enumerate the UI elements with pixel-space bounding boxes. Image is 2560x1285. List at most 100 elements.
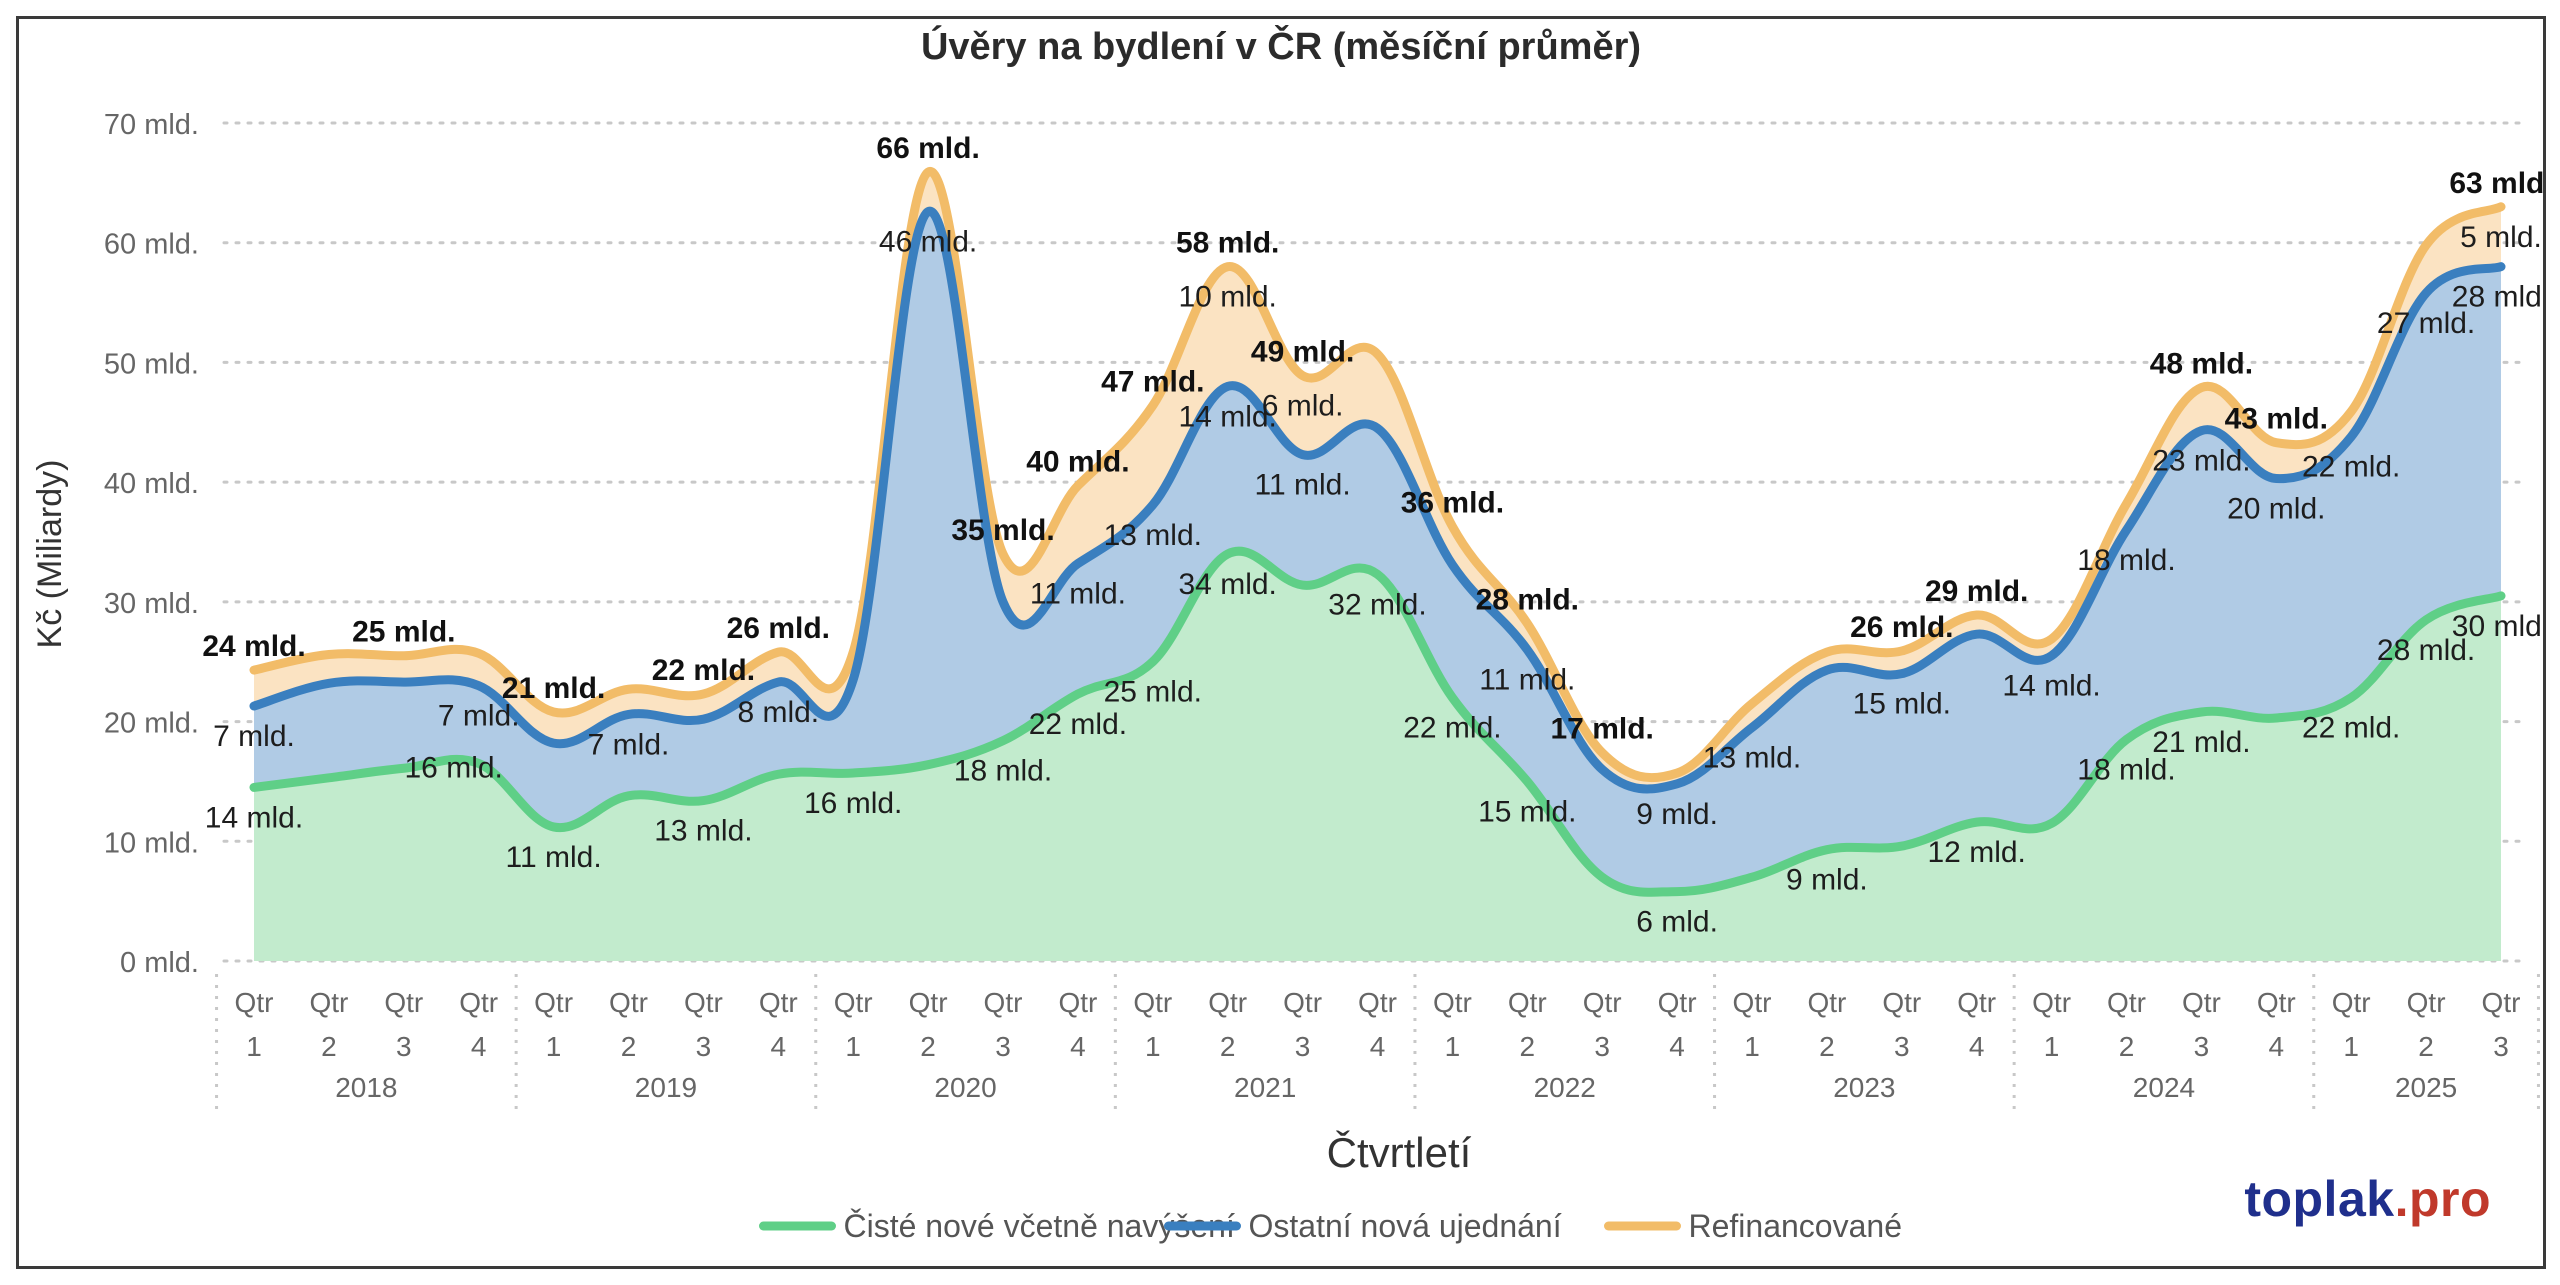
x-tick-label-quarter: 2 <box>1220 1031 1236 1062</box>
data-label: 10 mld. <box>1179 281 1277 314</box>
total-label: 26 mld. <box>1850 611 1953 644</box>
x-tick-label-quarter: 1 <box>246 1031 262 1062</box>
data-label: 5 mld. <box>2460 221 2542 254</box>
x-tick-label-qtr: Qtr <box>1508 987 1547 1018</box>
x-year-label: 2022 <box>1534 1072 1596 1103</box>
x-tick-label-qtr: Qtr <box>1583 987 1622 1018</box>
x-tick-label-quarter: 3 <box>1594 1031 1610 1062</box>
x-tick-label-qtr: Qtr <box>2482 987 2521 1018</box>
data-label: 28 mld. <box>2452 281 2543 314</box>
x-tick-label-qtr: Qtr <box>2107 987 2146 1018</box>
total-label: 22 mld. <box>652 654 755 687</box>
x-tick-label-quarter: 4 <box>1070 1031 1086 1062</box>
x-tick-label-quarter: 2 <box>920 1031 936 1062</box>
data-label: 30 mld. <box>2452 610 2543 643</box>
x-tick-label-qtr: Qtr <box>2407 987 2446 1018</box>
x-tick-label-qtr: Qtr <box>834 987 873 1018</box>
y-axis: 0 mld. 10 mld. 20 mld. 30 mld. 40 mld. 50 mld… <box>104 109 199 979</box>
x-tick-label-quarter: 2 <box>1520 1031 1536 1062</box>
data-label: 16 mld. <box>405 751 503 784</box>
y-tick-label: 50 mld. <box>104 348 199 380</box>
data-label: 14 mld. <box>1179 400 1277 433</box>
x-year-label: 2025 <box>2395 1072 2457 1103</box>
chart-frame: Úvěry na bydlení v ČR (měsíční průměr) 0… <box>16 16 2546 1269</box>
total-label: 24 mld. <box>202 630 305 663</box>
data-label: 9 mld. <box>1786 864 1868 897</box>
x-tick-label-quarter: 2 <box>2119 1031 2135 1062</box>
data-label: 22 mld. <box>1029 708 1127 741</box>
x-tick-label-qtr: Qtr <box>309 987 348 1018</box>
data-label: 28 mld. <box>2377 634 2475 667</box>
data-label: 18 mld. <box>954 755 1052 788</box>
x-tick-label-quarter: 3 <box>1894 1031 1910 1062</box>
x-tick-label-qtr: Qtr <box>609 987 648 1018</box>
x-year-label: 2023 <box>1833 1072 1895 1103</box>
y-tick-label: 20 mld. <box>104 708 199 740</box>
x-tick-label-quarter: 1 <box>845 1031 861 1062</box>
x-tick-label-qtr: Qtr <box>984 987 1023 1018</box>
x-tick-label-quarter: 4 <box>471 1031 487 1062</box>
y-tick-label: 30 mld. <box>104 588 199 620</box>
x-tick-label-qtr: Qtr <box>1058 987 1097 1018</box>
total-label: 47 mld. <box>1101 366 1204 399</box>
brand-logo[interactable]: toplak.pro <box>2244 1171 2491 1227</box>
data-label: 18 mld. <box>2077 544 2175 577</box>
x-tick-label-qtr: Qtr <box>684 987 723 1018</box>
x-axis: Qtr 1 Qtr 2 Qtr 3 Qtr 4 Qtr 1 Qtr 2 Qtr 3 Qtr 4 Qtr 1 Qtr 2… <box>215 974 2540 1114</box>
x-tick-label-quarter: 1 <box>2343 1031 2359 1062</box>
data-label: 21 mld. <box>2152 726 2250 759</box>
x-tick-label-qtr: Qtr <box>235 987 274 1018</box>
series-line-1 <box>249 207 2506 794</box>
x-year-label: 2019 <box>635 1072 697 1103</box>
total-label: 49 mld. <box>1251 336 1354 369</box>
x-tick-label-quarter: 4 <box>1969 1031 1985 1062</box>
y-tick-label: 40 mld. <box>104 468 199 500</box>
x-tick-label-quarter: 3 <box>2194 1031 2210 1062</box>
x-tick-label-quarter: 3 <box>995 1031 1011 1062</box>
x-tick-label-quarter: 1 <box>1145 1031 1161 1062</box>
x-tick-label-quarter: 2 <box>1819 1031 1835 1062</box>
x-tick-label-qtr: Qtr <box>909 987 948 1018</box>
x-tick-label-quarter: 1 <box>1744 1031 1760 1062</box>
data-label: 22 mld. <box>2302 712 2400 745</box>
total-label: 25 mld. <box>352 616 455 649</box>
x-year-label: 2021 <box>1234 1072 1296 1103</box>
area-chart: Úvěry na bydlení v ČR (měsíční průměr) 0… <box>31 23 2543 1244</box>
x-tick-label-qtr: Qtr <box>1957 987 1996 1018</box>
chart-title: Úvěry na bydlení v ČR (měsíční průměr) <box>921 23 1641 68</box>
total-label: 29 mld. <box>1925 575 2028 608</box>
area-0 <box>254 551 2501 961</box>
x-tick-label-qtr: Qtr <box>1283 987 1322 1018</box>
data-labels: 14 mld. 16 mld. 11 mld. 13 mld. 16 mld. 18 ml… <box>202 132 2543 938</box>
x-tick-label-qtr: Qtr <box>1433 987 1472 1018</box>
data-label: 8 mld. <box>737 696 819 729</box>
data-label: 15 mld. <box>1478 795 1576 828</box>
total-label: 58 mld. <box>1176 227 1279 260</box>
x-tick-label-quarter: 4 <box>771 1031 787 1062</box>
x-tick-label-quarter: 3 <box>2493 1031 2509 1062</box>
total-label: 40 mld. <box>1026 446 1129 479</box>
data-label: 11 mld. <box>1479 664 1575 697</box>
series-line-0 <box>249 546 2506 897</box>
x-tick-label-qtr: Qtr <box>384 987 423 1018</box>
x-tick-label-quarter: 1 <box>546 1031 562 1062</box>
x-tick-label-quarter: 2 <box>321 1031 337 1062</box>
total-label: 48 mld. <box>2150 348 2253 381</box>
data-label: 15 mld. <box>1853 688 1951 721</box>
x-tick-label-quarter: 3 <box>696 1031 712 1062</box>
x-tick-label-qtr: Qtr <box>1658 987 1697 1018</box>
x-tick-label-qtr: Qtr <box>1133 987 1172 1018</box>
data-label: 9 mld. <box>1636 798 1718 831</box>
data-label: 7 mld. <box>213 720 295 753</box>
data-label: 27 mld. <box>2377 307 2475 340</box>
x-tick-label-quarter: 4 <box>1370 1031 1386 1062</box>
x-tick-label-quarter: 3 <box>396 1031 412 1062</box>
y-tick-label: 60 mld. <box>104 229 199 261</box>
data-label: 32 mld. <box>1328 588 1426 621</box>
total-label: 26 mld. <box>727 612 830 645</box>
x-tick-label-quarter: 2 <box>621 1031 637 1062</box>
x-tick-label-qtr: Qtr <box>1208 987 1247 1018</box>
data-label: 12 mld. <box>1928 836 2026 869</box>
x-tick-label-quarter: 4 <box>2269 1031 2285 1062</box>
data-label: 7 mld. <box>588 728 670 761</box>
